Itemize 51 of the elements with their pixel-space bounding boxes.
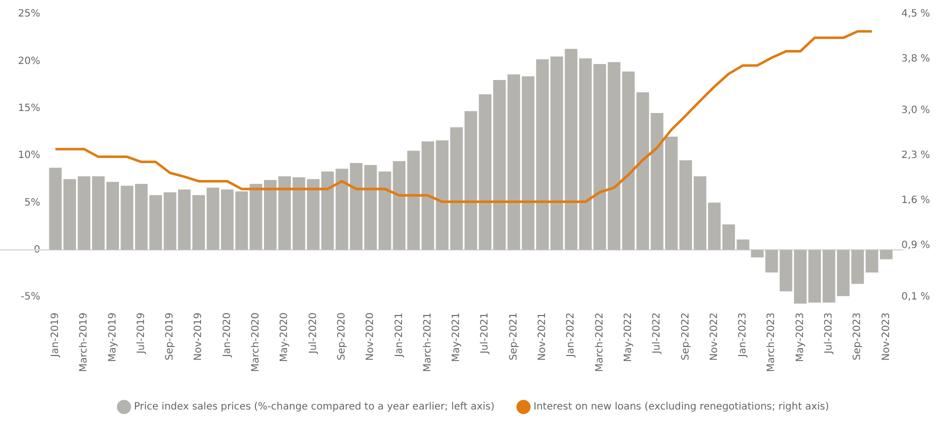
x-tick-label: Sep-2023 (852, 312, 864, 360)
y-tick-label: 20% (18, 56, 40, 67)
x-tick-label: March-2021 (422, 312, 434, 372)
y-tick-label: 10% (18, 150, 40, 162)
x-tick-label: Jul-2021 (480, 312, 491, 355)
y2-tick-label: 0,9 % (901, 240, 930, 252)
legend-label: Interest on new loans (excluding renegotiations; right axis) (534, 402, 830, 413)
y-tick-label: 15% (18, 102, 40, 114)
legend-label: Price index sales prices (%-change compared to a year earlier; left axis) (134, 402, 495, 413)
x-tick-label: Nov-2019 (193, 312, 204, 361)
bar (49, 168, 62, 250)
x-tick-label: March-2022 (594, 312, 606, 372)
y2-tick-label: 4,5 % (901, 8, 930, 20)
x-tick-label: March-2019 (78, 312, 90, 372)
bar (306, 179, 320, 250)
x-tick-label: May-2022 (622, 312, 634, 362)
x-tick-label: May-2020 (279, 312, 290, 362)
y2-tick-label: 0,1 % (901, 292, 930, 303)
bar (751, 250, 764, 258)
x-tick-label: Jan-2023 (738, 312, 749, 358)
y-tick-label: 5% (24, 197, 40, 208)
x-tick-label: Jul-2020 (308, 312, 319, 355)
bar (593, 64, 606, 250)
x-tick-label: Nov-2021 (537, 312, 548, 361)
x-tick-label: Nov-2023 (880, 312, 892, 361)
y-tick-label: 25% (18, 8, 40, 20)
x-tick-label: Nov-2022 (708, 312, 720, 361)
y2-tick-label: 3,0 % (901, 105, 930, 116)
x-tick-label: Sep-2022 (680, 312, 692, 360)
x-tick-label: Jan-2019 (50, 312, 61, 358)
x-tick-label: May-2023 (794, 312, 806, 362)
x-tick-label: March-2023 (766, 312, 778, 372)
bar (880, 250, 893, 260)
y2-tick-label: 2,3 % (901, 150, 930, 162)
x-tick-label: Nov-2020 (365, 312, 376, 361)
y-tick-label: -5% (20, 292, 40, 303)
x-tick-label: Jul-2023 (824, 312, 835, 355)
y2-tick-label: 1,6 % (901, 195, 930, 206)
x-tick-label: May-2019 (107, 312, 118, 362)
x-tick-label: Sep-2021 (508, 312, 520, 360)
x-tick-label: Sep-2020 (336, 312, 348, 360)
x-tick-label: Sep-2019 (164, 312, 176, 360)
y2-tick-label: 3,8 % (901, 54, 930, 65)
x-tick-label: May-2021 (451, 312, 462, 362)
x-tick-label: Jan-2020 (222, 312, 233, 358)
x-tick-label: Jan-2021 (394, 312, 405, 358)
x-tick-label: Jan-2022 (566, 312, 577, 358)
bar (264, 180, 277, 250)
x-tick-label: Jul-2019 (136, 312, 147, 355)
x-tick-label: March-2020 (250, 312, 262, 372)
x-tick-label: Jul-2022 (652, 312, 663, 355)
